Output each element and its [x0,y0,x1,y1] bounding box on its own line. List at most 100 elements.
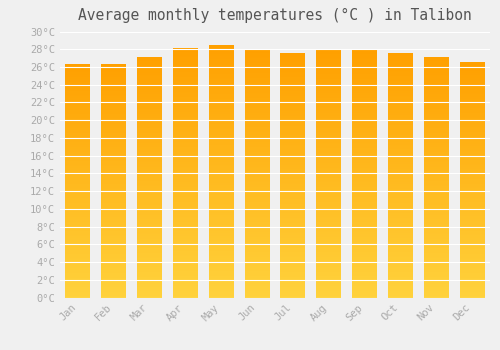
Bar [352,167,377,169]
Bar [352,155,377,156]
Bar [424,164,449,165]
Bar [424,180,449,181]
Bar [280,108,305,110]
Bar [66,243,90,244]
Bar [244,110,270,111]
Bar [66,110,90,111]
Bar [424,96,449,97]
Bar [352,145,377,147]
Bar [424,92,449,93]
Bar [352,213,377,215]
Bar [280,256,305,257]
Bar [101,296,126,297]
Bar [173,245,198,246]
Bar [460,135,484,136]
Bar [244,80,270,82]
Bar [460,214,484,215]
Bar [352,87,377,89]
Bar [137,115,162,116]
Bar [208,139,234,141]
Bar [244,161,270,162]
Bar [460,279,484,280]
Bar [173,88,198,90]
Bar [208,237,234,238]
Bar [388,279,413,280]
Bar [173,124,198,126]
Bar [388,119,413,120]
Bar [388,136,413,137]
Bar [244,198,270,200]
Bar [424,268,449,270]
Bar [316,60,342,61]
Bar [137,129,162,131]
Bar [280,124,305,126]
Bar [388,222,413,223]
Bar [388,280,413,282]
Bar [388,176,413,177]
Bar [460,191,484,193]
Bar [101,275,126,276]
Bar [244,264,270,265]
Bar [316,93,342,95]
Bar [173,153,198,154]
Bar [460,159,484,160]
Bar [173,127,198,128]
Bar [352,216,377,217]
Bar [208,147,234,148]
Bar [280,293,305,294]
Bar [173,138,198,139]
Bar [352,93,377,95]
Bar [173,292,198,294]
Bar [244,153,270,155]
Bar [460,117,484,118]
Bar [173,119,198,121]
Bar [352,174,377,175]
Bar [101,216,126,217]
Bar [173,289,198,290]
Bar [244,140,270,141]
Bar [280,215,305,216]
Bar [208,60,234,61]
Bar [424,202,449,204]
Bar [101,257,126,258]
Bar [244,296,270,297]
Bar [388,140,413,141]
Bar [424,282,449,283]
Bar [460,99,484,100]
Bar [388,155,413,157]
Bar [352,269,377,270]
Bar [460,219,484,220]
Bar [424,181,449,182]
Bar [352,232,377,233]
Bar [66,174,90,175]
Bar [173,240,198,241]
Bar [388,150,413,152]
Bar [173,210,198,211]
Bar [316,117,342,118]
Bar [352,243,377,244]
Bar [352,257,377,258]
Bar [66,106,90,107]
Bar [424,70,449,72]
Bar [424,207,449,209]
Bar [137,141,162,142]
Bar [244,190,270,192]
Bar [208,268,234,270]
Bar [137,85,162,86]
Bar [352,207,377,209]
Bar [137,283,162,284]
Bar [316,174,342,175]
Bar [66,78,90,79]
Bar [137,189,162,190]
Bar [460,227,484,228]
Bar [137,119,162,121]
Bar [208,110,234,112]
Bar [208,168,234,170]
Bar [424,110,449,111]
Bar [316,51,342,52]
Bar [424,211,449,212]
Bar [137,134,162,135]
Bar [352,249,377,251]
Bar [66,238,90,239]
Bar [244,250,270,252]
